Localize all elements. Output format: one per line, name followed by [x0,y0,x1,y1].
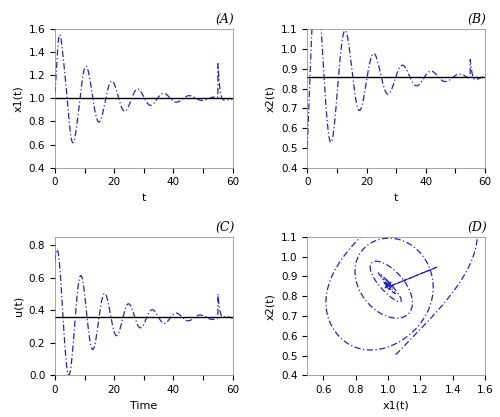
X-axis label: t: t [394,193,398,203]
X-axis label: Time: Time [130,401,158,411]
Y-axis label: x2(t): x2(t) [266,85,276,112]
X-axis label: t: t [142,193,146,203]
Text: (C): (C) [215,221,234,234]
Text: (B): (B) [468,13,487,26]
Y-axis label: x1(t): x1(t) [13,85,23,112]
Y-axis label: u(t): u(t) [13,296,23,316]
X-axis label: x1(t): x1(t) [383,401,409,411]
Text: (D): (D) [467,221,487,234]
Y-axis label: x2(t): x2(t) [266,293,276,319]
Text: (A): (A) [216,13,234,26]
